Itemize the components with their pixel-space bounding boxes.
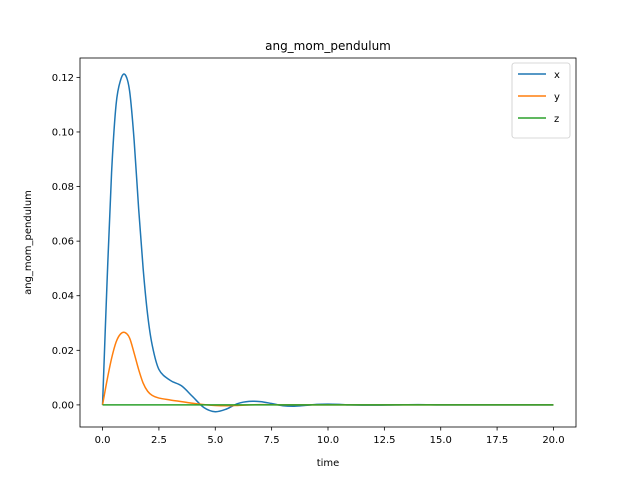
x-tick-label: 15.0 bbox=[430, 435, 452, 446]
x-tick-label: 2.5 bbox=[151, 435, 167, 446]
x-tick-label: 17.5 bbox=[486, 435, 508, 446]
x-axis-label: time bbox=[317, 458, 340, 469]
plot-frame bbox=[79, 57, 577, 428]
x-tick-label: 20.0 bbox=[542, 435, 564, 446]
x-tick-label: 10.0 bbox=[317, 435, 339, 446]
y-tick-label: 0.00 bbox=[52, 400, 74, 411]
legend-frame bbox=[511, 62, 571, 139]
x-tick-label: 7.5 bbox=[264, 435, 280, 446]
x-tick-label: 5.0 bbox=[207, 435, 223, 446]
y-axis-label: ang_mom_pendulum bbox=[23, 190, 34, 295]
legend: xyz bbox=[511, 62, 571, 139]
y-tick-label: 0.10 bbox=[52, 127, 74, 138]
legend-label-x: x bbox=[554, 70, 560, 81]
y-tick-label: 0.12 bbox=[52, 73, 74, 84]
y-tick-label: 0.08 bbox=[52, 182, 74, 193]
axes-layer: 0.0 2.5 5.0 7.5 10.0 12.5 15.0 17.5 20.0 0.00 0.02… bbox=[52, 73, 565, 446]
plot-area bbox=[80, 58, 576, 427]
x-tick-label: 0.0 bbox=[95, 435, 111, 446]
legend-label-y: y bbox=[554, 92, 560, 103]
y-tick-label: 0.02 bbox=[52, 346, 74, 357]
series-layer bbox=[101, 73, 554, 413]
legend-label-z: z bbox=[554, 114, 559, 125]
y-tick-label: 0.04 bbox=[52, 291, 74, 302]
x-tick-label: 12.5 bbox=[373, 435, 395, 446]
y-tick-label: 0.06 bbox=[52, 237, 74, 248]
chart-title: ang_mom_pendulum bbox=[265, 39, 391, 53]
